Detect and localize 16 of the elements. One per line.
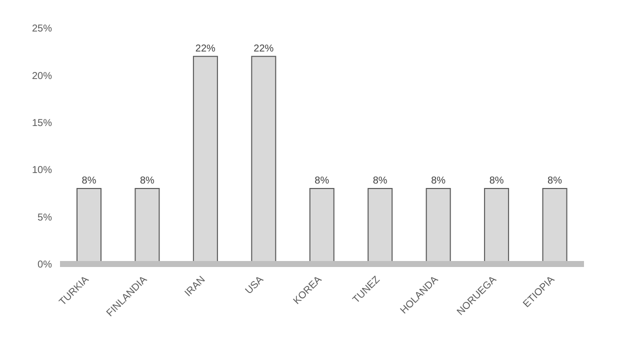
data-label: 8%	[82, 175, 96, 186]
x-tick-label: USA	[244, 274, 266, 297]
data-label: 8%	[489, 175, 504, 186]
data-label: 22%	[195, 43, 216, 54]
data-label: 8%	[548, 175, 562, 186]
data-label: 8%	[372, 175, 388, 186]
y-tick-label: 15%	[32, 118, 52, 129]
data-label: 8%	[314, 175, 330, 186]
data-label: 8%	[431, 175, 446, 186]
y-tick-label: 5%	[38, 212, 52, 224]
y-tick-label: 10%	[32, 165, 52, 176]
y-tick-label: 0%	[38, 260, 52, 271]
data-label: 22%	[254, 43, 274, 54]
y-tick-label: 25%	[32, 24, 52, 35]
data-label: 8%	[140, 175, 155, 186]
y-tick-label: 20%	[32, 70, 52, 82]
